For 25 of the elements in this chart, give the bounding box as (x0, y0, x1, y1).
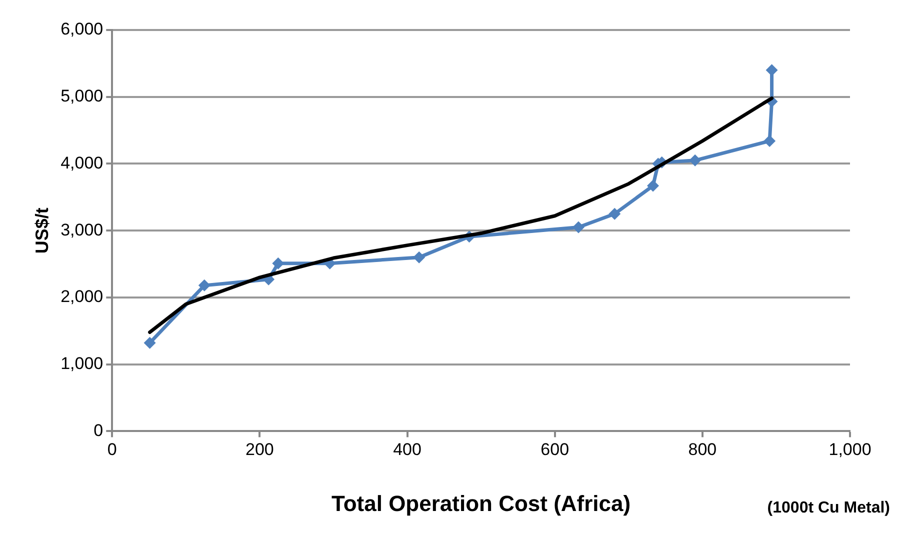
y-tick-label: 2,000 (60, 287, 104, 306)
y-tick-label: 1,000 (60, 354, 104, 374)
y-axis-title: US$/t (32, 208, 52, 254)
text: (1000t Cu Metal) (767, 499, 890, 516)
point (572, 221, 584, 234)
y-tick-label: 6,000 (60, 20, 104, 39)
point (689, 154, 702, 166)
point (198, 279, 210, 292)
point (608, 208, 621, 220)
point (144, 336, 156, 349)
x-tick-label: 1,000 (828, 440, 872, 460)
y-tick-label: 3,000 (60, 220, 104, 240)
x-tick-label: 400 (393, 440, 422, 460)
point (413, 251, 426, 264)
x-tick-label: 800 (688, 440, 717, 460)
x-tick-label: 0 (107, 440, 117, 460)
y-tick-label: 4,000 (60, 153, 104, 172)
y-tick-label: 5,000 (60, 86, 104, 106)
x-axis-title: Total Operation Cost (Africa) (332, 490, 631, 516)
x-tick-label: 200 (246, 440, 274, 460)
point (272, 257, 284, 270)
point (646, 180, 659, 192)
y-tick-label: 0 (94, 420, 104, 440)
point (764, 135, 776, 147)
x-tick-label: 600 (540, 440, 570, 460)
